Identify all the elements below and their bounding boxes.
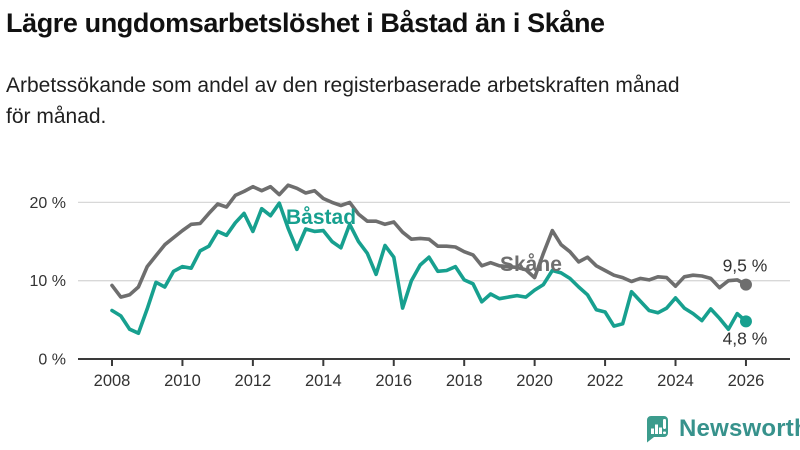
- page-title: Lägre ungdomsarbetslöshet i Båstad än i …: [6, 8, 605, 38]
- newsworthy-logo: Newsworthy: [645, 414, 800, 444]
- series-label-skane: Skåne: [500, 253, 562, 276]
- chart-subtitle: Arbetssökande som andel av den registerb…: [6, 70, 798, 132]
- x-axis-tick-label: 2008: [94, 372, 131, 390]
- y-axis-tick-label: 10 %: [30, 273, 66, 290]
- end-value-label: 9,5 %: [723, 256, 768, 276]
- exclamation-bar: [663, 419, 666, 429]
- x-axis-tick-label: 2026: [728, 372, 765, 390]
- x-axis-tick-label: 2012: [235, 372, 272, 390]
- bar-3: [659, 427, 662, 434]
- bar-1: [651, 428, 654, 434]
- newsworthy-chart-bubble-icon: [647, 416, 668, 443]
- subtitle-line-2: för månad.: [6, 105, 107, 128]
- y-axis-tick-label: 20 %: [30, 195, 66, 212]
- x-axis-tick-label: 2010: [164, 372, 201, 390]
- x-axis-tick-label: 2018: [446, 372, 483, 390]
- x-axis-tick-label: 2022: [587, 372, 624, 390]
- end-value-label: 4,8 %: [723, 328, 768, 348]
- series-line-skne: [110, 183, 748, 299]
- y-axis-tick-label: 0 %: [38, 352, 66, 369]
- exclamation-dot: [663, 431, 666, 434]
- series-end-dot: [739, 278, 752, 291]
- bar-2: [655, 424, 658, 434]
- x-axis-tick-label: 2014: [305, 372, 342, 390]
- series-end-dot: [739, 315, 752, 328]
- x-axis-tick-label: 2016: [375, 372, 412, 390]
- series-line-bstad: [110, 201, 748, 336]
- subtitle-line-1: Arbetssökande som andel av den registerb…: [6, 74, 680, 97]
- series-label-bastad: Båstad: [286, 206, 356, 229]
- brand-wordmark: Newsworthy: [679, 415, 800, 442]
- x-axis-tick-label: 2024: [657, 372, 694, 390]
- x-axis-tick-label: 2020: [516, 372, 553, 390]
